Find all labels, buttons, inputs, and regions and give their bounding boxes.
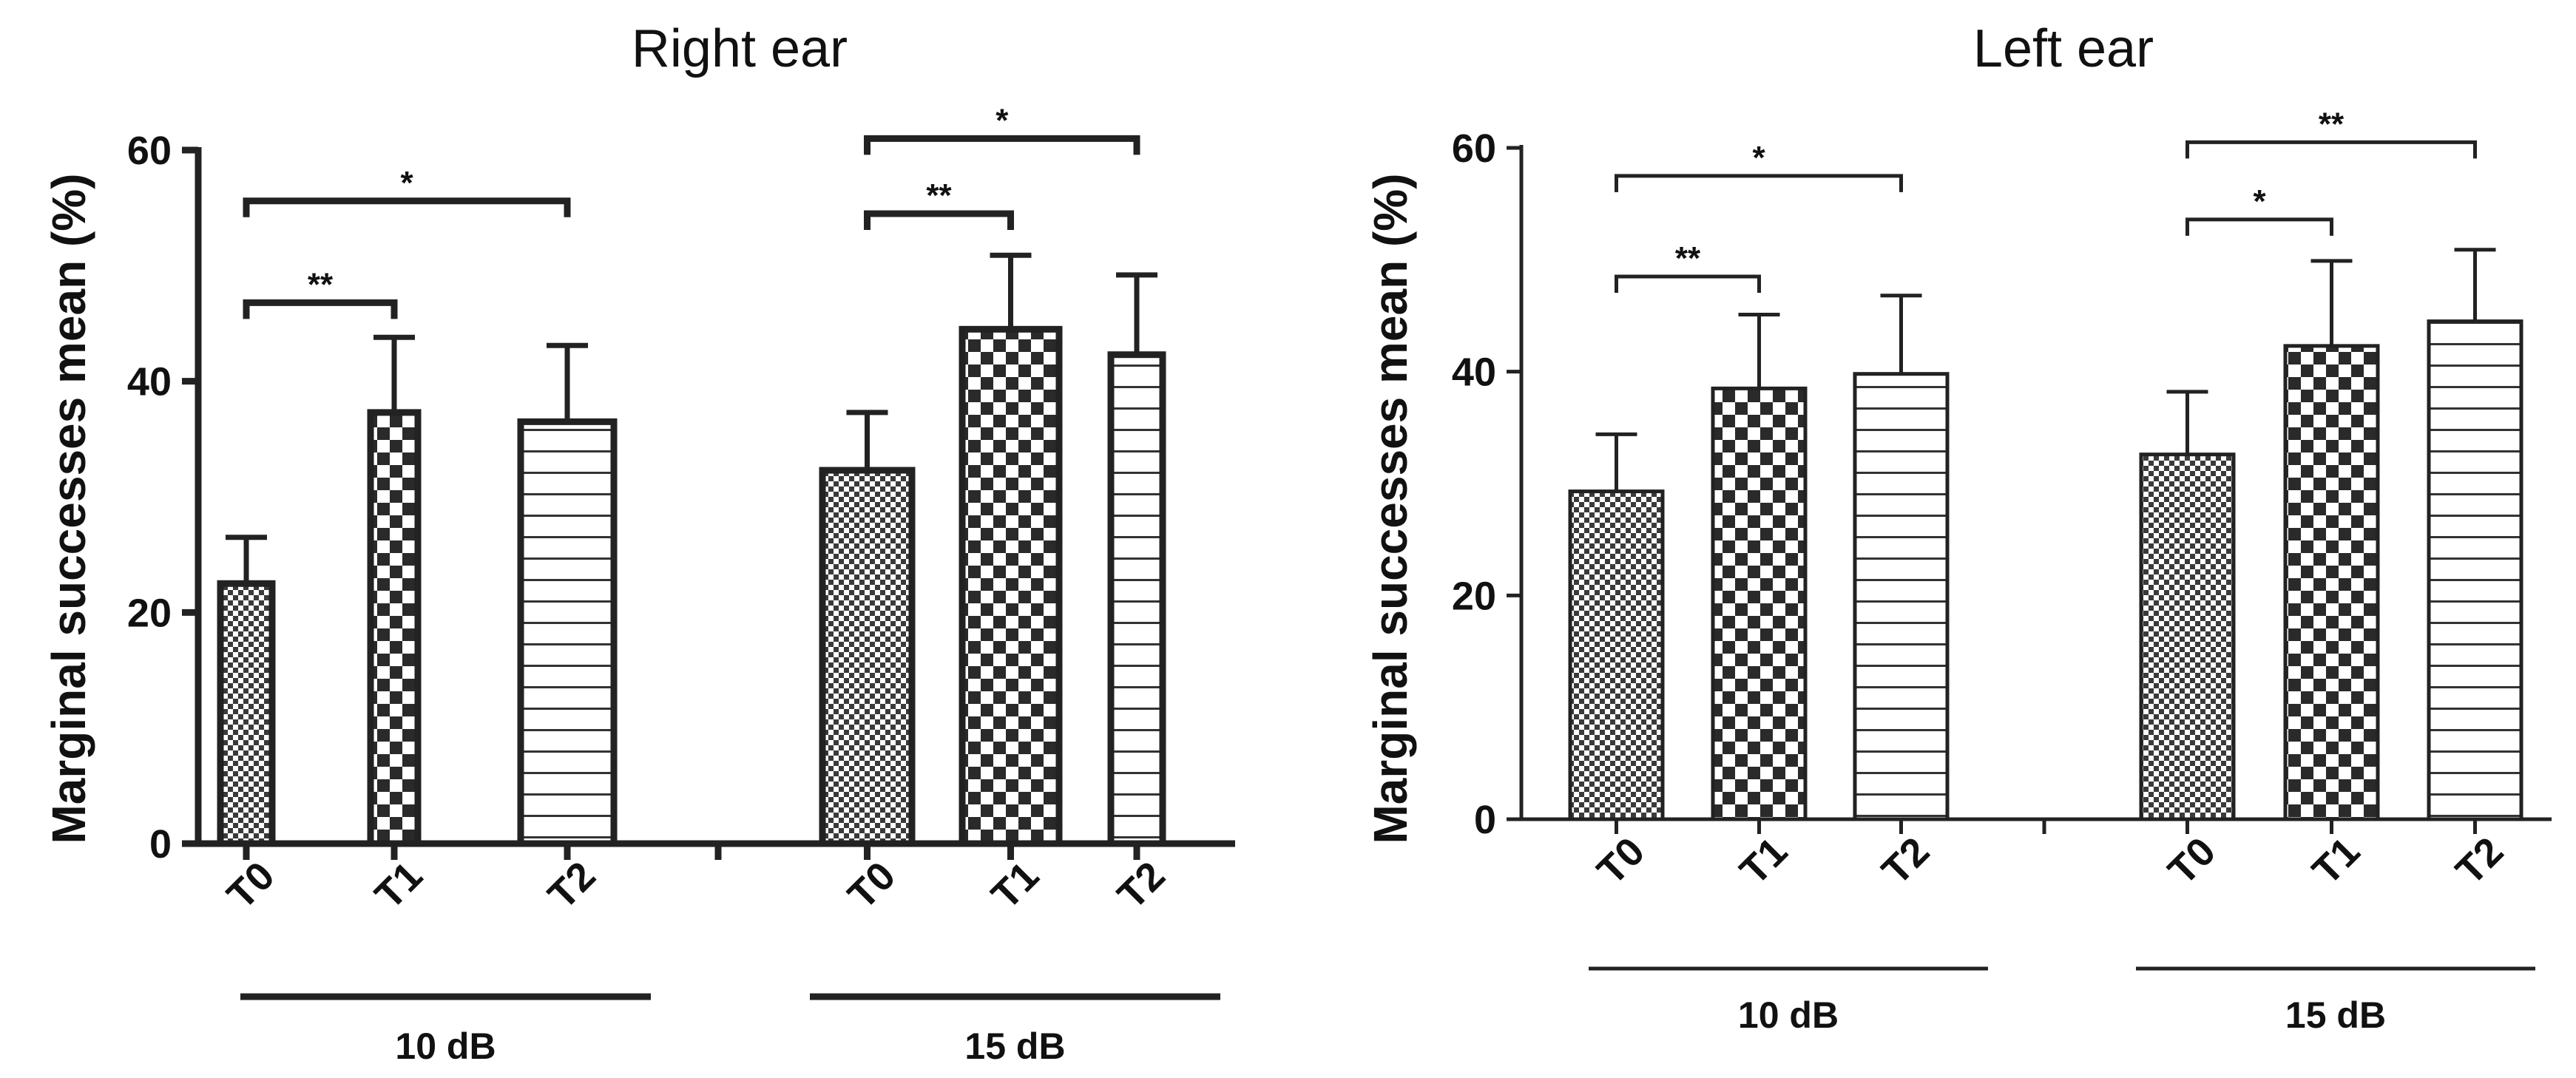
bar (1853, 372, 1950, 821)
significance-label: * (995, 102, 1009, 138)
significance-label: ** (1675, 240, 1701, 277)
y-tick-label: 60 (1452, 126, 1496, 171)
y-tick-label: 40 (1452, 350, 1496, 395)
x-tick-label: T2 (540, 853, 604, 918)
group-label: 10 dB (395, 1026, 496, 1067)
bar (217, 580, 276, 847)
x-tick-label: T2 (1873, 829, 1938, 893)
significance-bracket (243, 197, 571, 217)
bar (2139, 452, 2236, 821)
right-ear-panel: Right ear Marginal successes mean (%) 0 2… (42, 19, 1235, 1067)
bar (2427, 319, 2523, 821)
y-tick-label: 20 (127, 591, 172, 635)
chart-title: Right ear (632, 19, 848, 78)
significance-bracket (864, 210, 1014, 230)
x-tick-label: T1 (983, 853, 1047, 918)
significance-bracket (243, 299, 398, 319)
significance-label: * (1752, 140, 1765, 176)
significance-label: ** (926, 177, 952, 214)
x-tick-label: T0 (2160, 829, 2224, 893)
significance-bracket (2185, 217, 2333, 236)
significance-label: * (400, 165, 413, 201)
bar (367, 409, 422, 847)
y-tick-label: 20 (1452, 574, 1496, 618)
significance-bracket (1615, 174, 1903, 192)
y-axis-label: Marginal successes mean (%) (1364, 173, 1417, 844)
x-tick-label: T1 (1731, 829, 1796, 893)
significance-bracket (1615, 274, 1761, 294)
x-tick-label: T0 (219, 853, 283, 918)
bar (959, 325, 1063, 847)
bar (1711, 386, 1808, 821)
significance-bracket (864, 135, 1140, 155)
left-ear-panel: Left ear Marginal successes mean (%) 0 20… (1364, 19, 2552, 1036)
bar (819, 467, 916, 847)
x-tick-label: T2 (2447, 829, 2512, 893)
y-tick-label: 0 (1474, 798, 1496, 842)
bar (1107, 351, 1166, 847)
significance-label: * (2253, 183, 2266, 220)
significance-label: ** (308, 266, 334, 302)
x-tick-label: T2 (1109, 853, 1174, 918)
y-axis-label: Marginal successes mean (%) (42, 173, 95, 844)
significance-bracket (2185, 140, 2477, 159)
significance-label: ** (2319, 106, 2345, 142)
x-tick-label: T1 (367, 853, 431, 918)
x-tick-label: T1 (2304, 829, 2368, 893)
bar (1568, 489, 1665, 821)
chart-title: Left ear (1973, 19, 2154, 78)
y-tick-label: 60 (127, 129, 172, 173)
x-tick-label: T0 (1589, 829, 1653, 893)
bar (2283, 344, 2380, 821)
x-tick-label: T0 (839, 853, 904, 918)
y-tick-label: 40 (127, 360, 172, 404)
group-label: 15 dB (2285, 994, 2386, 1036)
group-label: 15 dB (964, 1026, 1065, 1067)
y-tick-label: 0 (149, 822, 172, 867)
bar (517, 418, 618, 847)
group-label: 10 dB (1738, 994, 1839, 1036)
